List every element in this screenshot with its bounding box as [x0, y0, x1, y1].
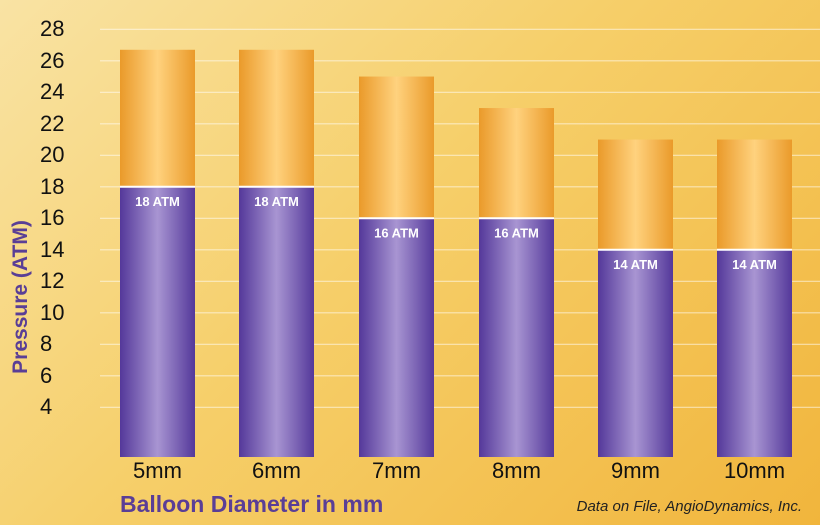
y-tick-label: 4	[40, 394, 53, 420]
bars: 18 ATM 18 ATM 16 ATM 16 ATM 14 ATM 14 ATM	[120, 49, 792, 458]
x-tick-label: 7mm	[372, 458, 421, 483]
y-tick-label: 24	[40, 79, 65, 105]
y-tick-label: 22	[40, 110, 65, 136]
y-tick-label: 10	[40, 299, 65, 325]
bar-segment-rated	[239, 186, 314, 458]
bar-segment-rated	[120, 186, 195, 458]
y-tick-label: 16	[40, 205, 65, 231]
x-axis-label: Balloon Diameter in mm	[120, 491, 384, 517]
bar-segment-max	[359, 76, 434, 219]
y-tick-label: 26	[40, 47, 65, 73]
bar-segment-rated	[717, 249, 792, 457]
bar-segment-rated	[479, 218, 554, 457]
bar-segment-max	[239, 49, 314, 187]
bar-data-label: 14 ATM	[732, 257, 777, 272]
y-tick-label: 18	[40, 173, 65, 199]
bar-data-label: 14 ATM	[613, 257, 658, 272]
bar-data-label: 16 ATM	[494, 225, 539, 240]
bar-segment-max	[598, 139, 673, 250]
gridlines	[100, 28, 820, 408]
x-tick-label: 9mm	[611, 458, 660, 483]
y-tick-label: 12	[40, 268, 65, 294]
y-axis-label: Pressure (ATM)	[9, 220, 32, 374]
bar-data-label: 16 ATM	[374, 225, 419, 240]
x-tick-label: 10mm	[723, 458, 786, 483]
bar-segment-rated	[359, 218, 434, 457]
bar-data-label: 18 ATM	[254, 194, 299, 209]
y-tick-label: 8	[40, 331, 53, 357]
y-tick-label: 28	[40, 16, 65, 42]
x-tick-label: 5mm	[133, 458, 182, 483]
bar-segment-max	[120, 49, 195, 187]
y-tick-label: 6	[40, 362, 53, 388]
bar-segment-max	[479, 108, 554, 219]
y-tick-label: 14	[40, 236, 65, 262]
x-tick-label: 6mm	[252, 458, 301, 483]
bar-segment-max	[717, 139, 792, 250]
y-tick-label: 20	[40, 142, 65, 168]
bar-data-label: 18 ATM	[135, 194, 180, 209]
source-footnote: Data on File, AngioDynamics, Inc.	[576, 498, 802, 515]
bar-segment-rated	[598, 249, 673, 457]
x-tick-label: 8mm	[492, 458, 541, 483]
